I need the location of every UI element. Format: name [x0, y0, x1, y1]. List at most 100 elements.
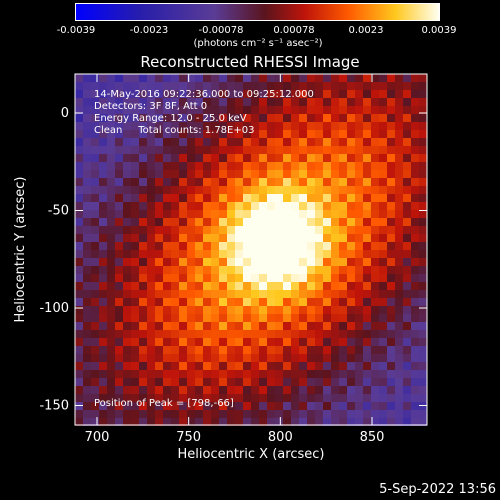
heatmap-cell	[339, 186, 347, 194]
heatmap-cell	[283, 234, 291, 242]
heatmap-cell	[251, 242, 259, 250]
heatmap-cell	[299, 186, 307, 194]
heatmap-cell	[379, 418, 387, 426]
heatmap-cell	[363, 186, 371, 194]
heatmap-cell	[355, 306, 363, 314]
heatmap-cell	[75, 98, 83, 106]
heatmap-cell	[235, 90, 243, 98]
heatmap-cell	[403, 114, 411, 122]
heatmap-cell	[323, 170, 331, 178]
heatmap-cell	[179, 282, 187, 290]
heatmap-cell	[99, 194, 107, 202]
heatmap-cell	[83, 386, 91, 394]
heatmap-cell	[179, 98, 187, 106]
heatmap-cell	[363, 402, 371, 410]
heatmap-cell	[187, 346, 195, 354]
heatmap-cell	[235, 282, 243, 290]
heatmap-cell	[307, 258, 315, 266]
heatmap-cell	[267, 282, 275, 290]
heatmap-cell	[227, 370, 235, 378]
heatmap-cell	[331, 170, 339, 178]
heatmap-cell	[187, 234, 195, 242]
heatmap-cell	[267, 242, 275, 250]
heatmap-cell	[395, 298, 403, 306]
heatmap-cell	[355, 242, 363, 250]
heatmap-cell	[115, 266, 123, 274]
heatmap-cell	[419, 394, 427, 402]
heatmap-cell	[219, 298, 227, 306]
heatmap-cell	[267, 370, 275, 378]
heatmap-cell	[339, 114, 347, 122]
heatmap-cell	[387, 114, 395, 122]
heatmap-cell	[299, 106, 307, 114]
heatmap-cell	[139, 234, 147, 242]
heatmap-cell	[315, 418, 323, 426]
heatmap-cell	[355, 130, 363, 138]
heatmap-cell	[403, 298, 411, 306]
info-energy: Energy Range: 12.0 - 25.0 keV	[94, 113, 247, 124]
heatmap-cell	[259, 194, 267, 202]
heatmap-cell	[299, 298, 307, 306]
heatmap-cell	[171, 242, 179, 250]
heatmap-cell	[331, 274, 339, 282]
heatmap-cell	[155, 402, 163, 410]
heatmap-cell	[339, 274, 347, 282]
heatmap-cell	[419, 266, 427, 274]
heatmap-cell	[275, 378, 283, 386]
heatmap-cell	[371, 354, 379, 362]
heatmap-cell	[315, 282, 323, 290]
heatmap-cell	[387, 202, 395, 210]
heatmap-cell	[363, 266, 371, 274]
heatmap-cell	[323, 314, 331, 322]
heatmap-cell	[235, 82, 243, 90]
heatmap-cell	[395, 258, 403, 266]
heatmap-cell	[139, 394, 147, 402]
heatmap-cell	[275, 266, 283, 274]
heatmap-cell	[355, 218, 363, 226]
heatmap-cell	[75, 186, 83, 194]
heatmap-cell	[403, 402, 411, 410]
heatmap-cell	[219, 306, 227, 314]
heatmap-cell	[235, 258, 243, 266]
heatmap-cell	[307, 170, 315, 178]
heatmap-cell	[355, 202, 363, 210]
heatmap-cell	[227, 82, 235, 90]
heatmap-cell	[243, 74, 251, 82]
heatmap-cell	[91, 122, 99, 130]
heatmap-cell	[219, 362, 227, 370]
heatmap-cell	[259, 362, 267, 370]
heatmap-cell	[371, 378, 379, 386]
heatmap-cell	[171, 130, 179, 138]
heatmap-cell	[259, 410, 267, 418]
heatmap-cell	[363, 138, 371, 146]
heatmap-cell	[371, 242, 379, 250]
heatmap-cell	[339, 386, 347, 394]
heatmap-cell	[163, 242, 171, 250]
heatmap-cell	[171, 314, 179, 322]
heatmap-cell	[227, 138, 235, 146]
heatmap-cell	[347, 266, 355, 274]
heatmap-cell	[347, 314, 355, 322]
heatmap-cell	[99, 306, 107, 314]
heatmap-cell	[203, 394, 211, 402]
heatmap-cell	[275, 114, 283, 122]
heatmap-cell	[91, 178, 99, 186]
heatmap-cell	[155, 82, 163, 90]
heatmap-cell	[99, 274, 107, 282]
heatmap-cell	[267, 250, 275, 258]
heatmap-cell	[331, 226, 339, 234]
heatmap-cell	[251, 370, 259, 378]
heatmap-cell	[283, 330, 291, 338]
heatmap-cell	[259, 186, 267, 194]
heatmap-cell	[123, 330, 131, 338]
heatmap-cell	[259, 202, 267, 210]
heatmap-cell	[147, 146, 155, 154]
heatmap-cell	[171, 146, 179, 154]
heatmap-cell	[395, 386, 403, 394]
heatmap-cell	[139, 170, 147, 178]
heatmap-cell	[227, 306, 235, 314]
heatmap-cell	[379, 322, 387, 330]
heatmap-cell	[315, 242, 323, 250]
heatmap-cell	[107, 90, 115, 98]
heatmap-cell	[395, 178, 403, 186]
